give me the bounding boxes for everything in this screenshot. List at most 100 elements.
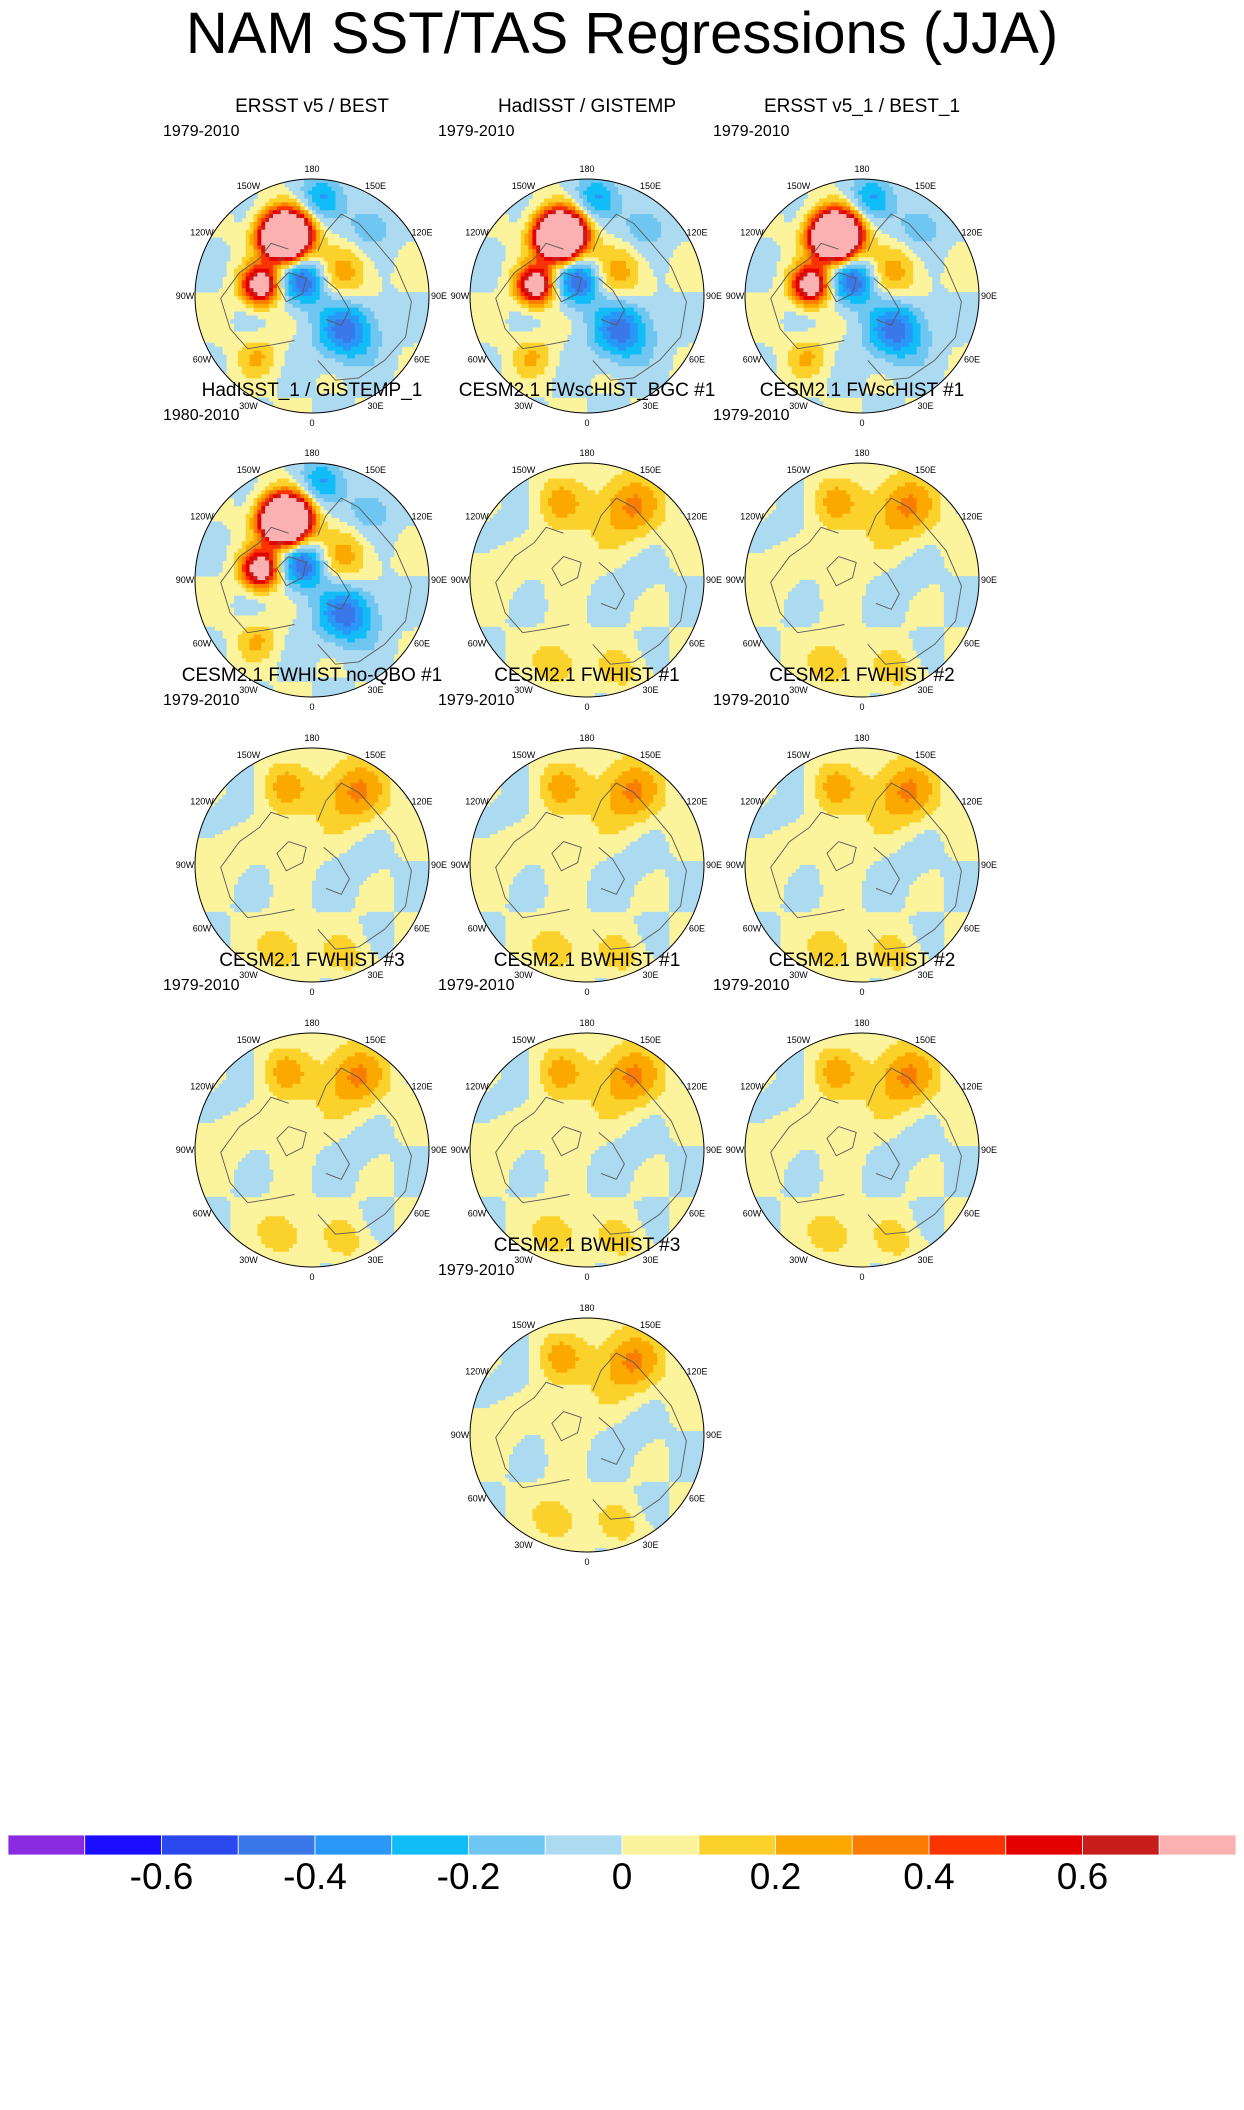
field-cell (795, 245, 800, 250)
field-cell (834, 260, 839, 266)
field-cell (489, 366, 494, 371)
field-cell (512, 327, 518, 332)
field-cell (237, 288, 243, 293)
field-cell (249, 350, 254, 355)
field-cell (358, 303, 364, 309)
field-cell (218, 257, 223, 262)
field-cell (253, 268, 258, 273)
field-cell (590, 190, 596, 195)
field-cell (288, 253, 293, 258)
field-cell (485, 342, 490, 348)
field-cell (571, 366, 576, 371)
field-cell (409, 331, 414, 336)
field-cell (637, 323, 642, 328)
field-cell (665, 284, 670, 289)
field-cell (308, 393, 313, 398)
field-cell (653, 385, 658, 390)
field-cell (830, 264, 836, 270)
field-cell (390, 327, 395, 332)
field-cell (253, 296, 258, 301)
field-cell (815, 292, 820, 297)
field-cell (784, 323, 789, 328)
field-cell (834, 307, 839, 312)
field-cell (269, 206, 274, 211)
field-cell (319, 323, 325, 328)
field-cell (261, 237, 266, 242)
field-cell (241, 264, 247, 270)
field-cell (315, 182, 321, 188)
field-cell (292, 366, 297, 371)
field-cell (280, 214, 286, 219)
field-cell (665, 288, 670, 293)
field-cell (237, 350, 243, 355)
field-cell (378, 210, 383, 215)
field-cell (382, 350, 387, 355)
field-cell (335, 194, 340, 199)
field-cell (354, 280, 360, 285)
field-cell (218, 268, 223, 273)
field-cell (838, 377, 843, 383)
field-cell (571, 350, 576, 355)
field-cell (606, 229, 611, 234)
field-cell (390, 260, 395, 266)
field-cell (524, 299, 529, 305)
field-cell (280, 198, 286, 203)
field-cell (520, 362, 525, 367)
field-cell (661, 319, 666, 324)
field-cell (354, 264, 360, 270)
field-cell (590, 370, 596, 375)
field-cell (366, 299, 371, 305)
field-cell (276, 249, 282, 254)
field-cell (339, 218, 344, 223)
field-cell (606, 280, 611, 285)
field-cell (241, 276, 247, 281)
field-cell (696, 307, 701, 312)
field-cell (354, 370, 360, 375)
field-cell (241, 323, 247, 328)
field-cell (354, 260, 360, 266)
field-cell (327, 206, 332, 211)
field-cell (544, 249, 549, 254)
field-cell (362, 233, 367, 238)
field-cell (512, 323, 518, 328)
field-cell (536, 233, 541, 238)
field-cell (319, 249, 325, 254)
field-cell (308, 346, 313, 351)
field-cell (358, 331, 364, 336)
field-cell (567, 284, 572, 289)
field-cell (551, 260, 557, 266)
field-cell (598, 307, 603, 312)
field-cell (528, 233, 533, 238)
field-cell (265, 218, 270, 223)
field-cell (265, 350, 270, 355)
field-cell (799, 229, 804, 234)
field-cell (795, 315, 800, 320)
field-cell (633, 354, 639, 359)
field-cell (210, 241, 215, 246)
field-cell (386, 272, 391, 277)
field-cell (354, 335, 360, 340)
field-cell (629, 331, 635, 336)
field-cell (649, 206, 654, 211)
field-cell (202, 288, 208, 293)
field-cell (815, 233, 820, 238)
field-cell (477, 257, 483, 262)
field-cell (296, 194, 301, 199)
field-cell (622, 385, 627, 390)
field-cell (614, 299, 619, 305)
field-cell (296, 288, 301, 293)
field-cell (637, 303, 642, 309)
field-cell (323, 354, 328, 359)
field-cell (331, 245, 336, 250)
field-cell (834, 268, 839, 273)
field-cell (803, 233, 808, 238)
field-cell (354, 338, 360, 344)
field-cell (241, 299, 247, 305)
field-cell (261, 218, 266, 223)
field-cell (331, 327, 336, 332)
field-cell (618, 225, 623, 231)
field-cell (284, 268, 289, 273)
field-cell (626, 257, 631, 262)
field-cell (393, 288, 399, 293)
field-cell (606, 272, 611, 277)
